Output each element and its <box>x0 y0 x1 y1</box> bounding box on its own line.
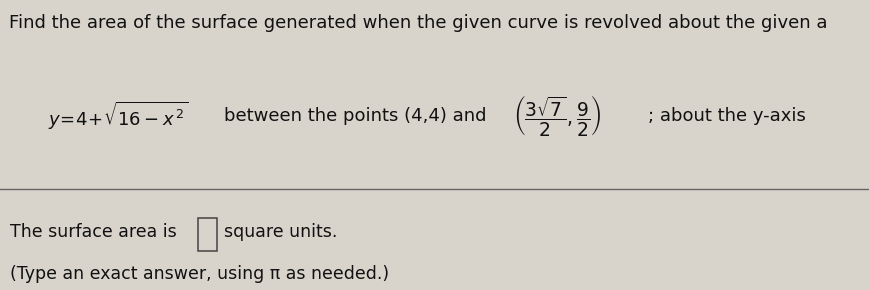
Text: (Type an exact answer, using π as needed.): (Type an exact answer, using π as needed… <box>10 265 389 283</box>
Text: The surface area is: The surface area is <box>10 223 177 241</box>
Text: Find the area of the surface generated when the given curve is revolved about th: Find the area of the surface generated w… <box>9 14 826 32</box>
Text: between the points (4,4) and: between the points (4,4) and <box>224 107 487 125</box>
Text: square units.: square units. <box>224 223 337 241</box>
FancyBboxPatch shape <box>198 218 217 251</box>
Text: $\left(\dfrac{3\sqrt{7}}{2},\dfrac{9}{2}\right)$: $\left(\dfrac{3\sqrt{7}}{2},\dfrac{9}{2}… <box>513 93 600 139</box>
Text: ; about the y-axis: ; about the y-axis <box>647 107 805 125</box>
Text: $y\!=\!4\!+\!\sqrt{16-x^{\,2}}$: $y\!=\!4\!+\!\sqrt{16-x^{\,2}}$ <box>48 100 189 132</box>
